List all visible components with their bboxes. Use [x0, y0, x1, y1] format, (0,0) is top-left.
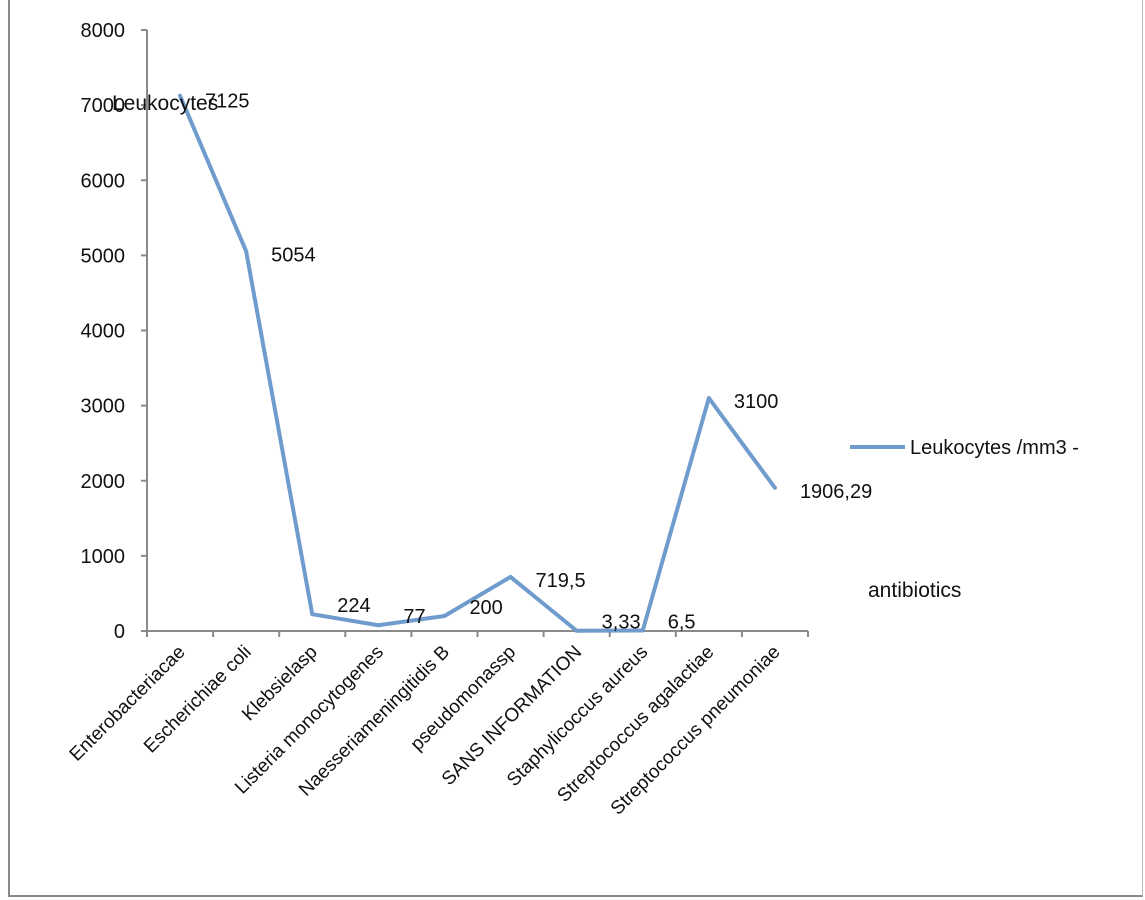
data-point [508, 574, 513, 579]
legend-label: Leukocytes /mm3 - [910, 437, 1079, 459]
x-tick-label: Enterobacteriacae [66, 642, 190, 766]
y-tick-label: 3000 [81, 396, 126, 418]
data-label: 6,5 [668, 612, 696, 634]
data-label: 200 [469, 597, 502, 619]
data-label: 7125 [205, 91, 250, 113]
y-tick-label: 1000 [81, 546, 126, 568]
data-point [376, 623, 381, 628]
series-line [178, 94, 777, 633]
data-point [772, 485, 777, 490]
data-label: 3,33 [602, 612, 641, 634]
y-tick-label: 0 [114, 621, 125, 643]
data-point [574, 628, 579, 633]
y-tick-label: 4000 [81, 321, 126, 343]
data-point [178, 93, 183, 98]
data-point [310, 612, 315, 617]
x-axis-title: antibiotics [868, 579, 961, 602]
chart-frame [8, 0, 1143, 897]
data-point [640, 628, 645, 633]
y-tick-label: 5000 [81, 245, 126, 267]
y-tick-label: 2000 [81, 471, 126, 493]
y-tick-label: 6000 [81, 170, 126, 192]
data-point [244, 249, 249, 254]
y-tick-label: 8000 [81, 20, 126, 42]
data-point [706, 396, 711, 401]
data-point [442, 613, 447, 618]
data-label: 77 [403, 606, 425, 628]
chart-title: Leukocytes [112, 92, 218, 115]
data-label: 719,5 [536, 570, 586, 592]
data-label: 224 [337, 595, 370, 617]
data-label: 3100 [734, 391, 779, 413]
data-label: 5054 [271, 244, 316, 266]
y-tick-label: 7000 [81, 95, 126, 117]
data-label: 1906,29 [800, 481, 872, 503]
